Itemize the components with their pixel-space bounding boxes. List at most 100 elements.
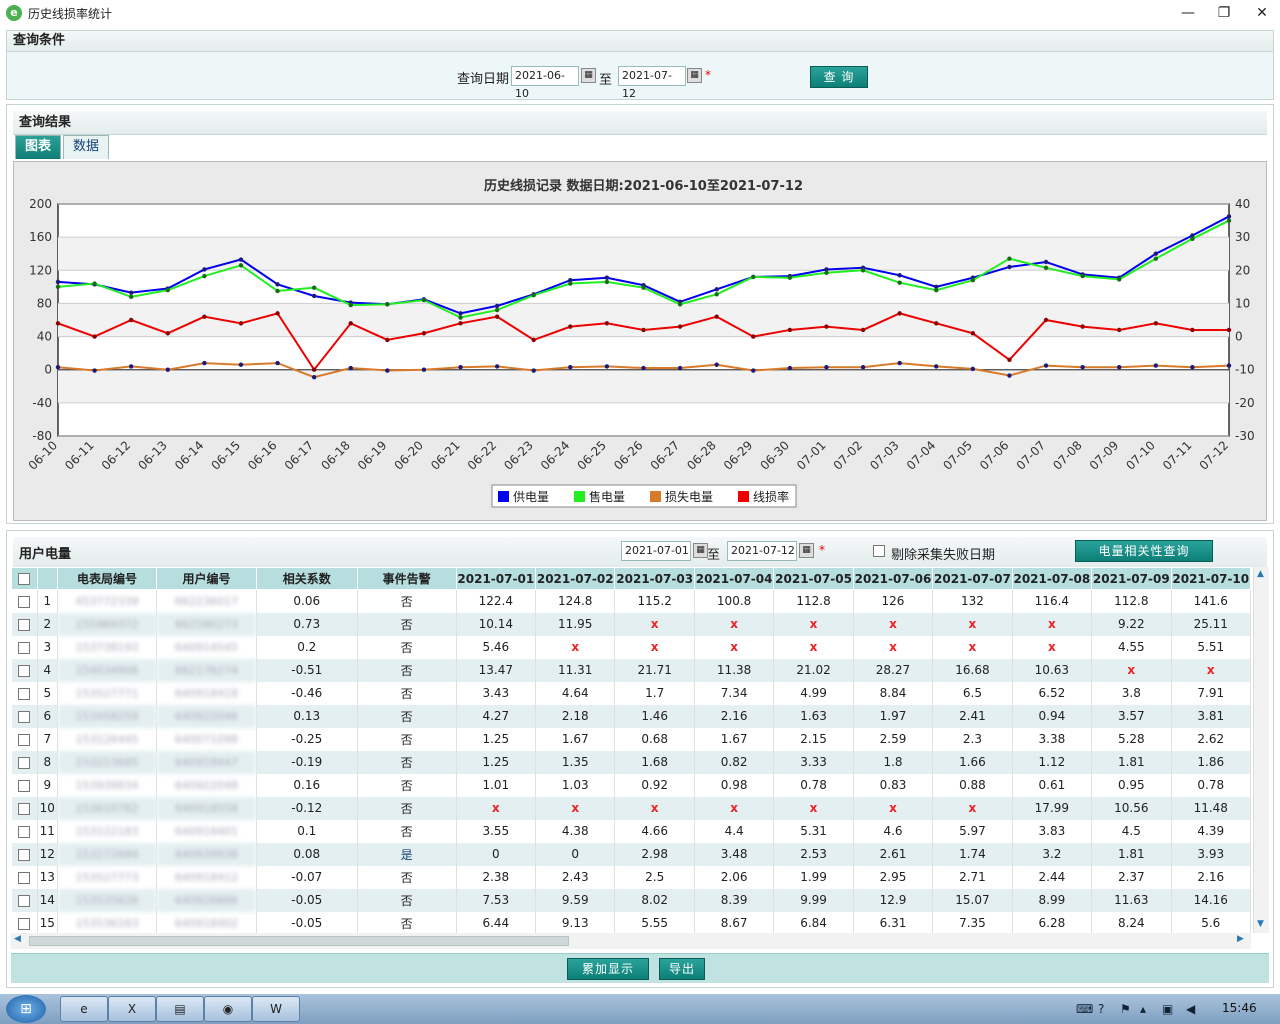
row-checkbox-cell[interactable] [11, 658, 38, 682]
row-checkbox[interactable] [18, 687, 31, 700]
row-checkbox[interactable] [18, 848, 31, 861]
close-button[interactable]: ✕ [1256, 5, 1268, 21]
table-row[interactable]: 10 153610762 640918558 -0.12 否 x x x x x x x 17.99 10… [11, 796, 1251, 820]
query-end-date[interactable]: 2021-07-12 [618, 66, 686, 100]
row-checkbox[interactable] [18, 710, 31, 723]
column-header[interactable]: 事件告警 [356, 567, 457, 590]
scroll-up-icon[interactable]: ▲ [1257, 569, 1264, 579]
row-checkbox-cell[interactable] [11, 819, 38, 843]
row-checkbox-cell[interactable] [11, 842, 38, 866]
scroll-down-icon[interactable]: ▼ [1257, 919, 1264, 929]
row-checkbox-cell[interactable] [11, 911, 38, 933]
row-checkbox[interactable] [18, 779, 31, 792]
export-button[interactable]: 导出 [659, 958, 705, 980]
tray-expand-icon[interactable]: ▴ [1140, 1002, 1147, 1016]
vertical-scrollbar[interactable]: ▲ ▼ [1253, 567, 1269, 933]
row-checkbox-cell[interactable] [11, 681, 38, 705]
folder-icon[interactable]: ▤ [156, 996, 204, 1022]
column-header[interactable]: 电表局编号 [56, 567, 158, 590]
calendar-icon[interactable]: ▦ [693, 543, 708, 558]
column-header[interactable]: 2021-07-02 [535, 567, 616, 590]
row-checkbox-cell[interactable] [11, 888, 38, 912]
ie-icon[interactable]: e [60, 996, 108, 1022]
tab-data[interactable]: 数据 [63, 135, 109, 159]
table-row[interactable]: 1 453772339 662236017 0.06 否 122.4 124.8 115.2 1… [11, 589, 1251, 613]
select-all-checkbox[interactable] [18, 573, 31, 585]
chrome-icon[interactable]: ◉ [204, 996, 252, 1022]
row-checkbox[interactable] [18, 894, 31, 907]
table-row[interactable]: 8 153213685 640919447 -0.19 否 1.25 1.35 1.68 0.8… [11, 750, 1251, 774]
word-icon[interactable]: W [252, 996, 300, 1022]
volume-icon[interactable]: ◀ [1186, 1002, 1196, 1016]
table-row[interactable]: 4 154034906 662176274 -0.51 否 13.47 11.31 21.71… [11, 658, 1251, 682]
keyboard-icon[interactable]: ⌨ [1076, 1002, 1094, 1016]
table-row[interactable]: 9 153939834 640922048 0.16 否 1.01 1.03 0.92 0.98… [11, 773, 1251, 797]
table-row[interactable]: 12 153272684 640939938 0.08 是 0 0 2.98 3.48 2.53 2… [11, 842, 1251, 866]
row-checkbox-cell[interactable] [11, 589, 38, 613]
horizontal-scroll-thumb[interactable] [29, 936, 569, 946]
column-header[interactable]: 2021-07-04 [693, 567, 775, 590]
table-row[interactable]: 6 153458259 640922046 0.13 否 4.27 2.18 1.46 2.16… [11, 704, 1251, 728]
usage-start-date[interactable]: 2021-07-01 [621, 541, 691, 561]
row-checkbox-cell[interactable] [11, 704, 38, 728]
accumulate-button[interactable]: 累加显示 [567, 958, 649, 980]
minimize-button[interactable]: — [1181, 5, 1195, 21]
query-button[interactable]: 查 询 [810, 66, 868, 88]
row-checkbox[interactable] [18, 664, 31, 677]
column-header[interactable]: 2021-07-07 [932, 567, 1013, 590]
row-checkbox[interactable] [18, 756, 31, 769]
table-row[interactable]: 15 153536183 640918402 -0.05 否 6.44 9.13 5.55 8.… [11, 911, 1251, 933]
row-checkbox-cell[interactable] [11, 612, 38, 636]
row-checkbox[interactable] [18, 917, 31, 930]
scroll-left-icon[interactable]: ◀ [14, 934, 21, 944]
horizontal-scrollbar[interactable]: ◀ ▶ [11, 933, 1251, 949]
flag-icon[interactable]: ⚑ [1120, 1002, 1131, 1016]
table-row[interactable]: 11 153122183 640918401 0.1 否 3.55 4.38 4.66 4.4 5… [11, 819, 1251, 843]
network-icon[interactable]: ▣ [1162, 1002, 1174, 1016]
query-start-date[interactable]: 2021-06-10 [511, 66, 579, 100]
row-checkbox-cell[interactable] [11, 865, 38, 889]
column-header[interactable]: 2021-07-06 [852, 567, 934, 590]
correlation-query-button[interactable]: 电量相关性查询 [1075, 540, 1213, 562]
column-header[interactable]: 用户编号 [156, 567, 257, 590]
column-header[interactable]: 相关系数 [255, 567, 358, 590]
row-checkbox[interactable] [18, 641, 31, 654]
table-row[interactable]: 2 155969372 662580273 0.73 否 10.14 11.95 x x x x x x… [11, 612, 1251, 636]
column-header[interactable]: 2021-07-08 [1011, 567, 1093, 590]
row-checkbox-cell[interactable] [11, 727, 38, 751]
column-header[interactable]: 2021-07-10 [1170, 567, 1251, 590]
column-header[interactable]: 2021-07-01 [455, 567, 537, 590]
row-checkbox-cell[interactable] [11, 750, 38, 774]
excel-icon[interactable]: X [108, 996, 156, 1022]
maximize-button[interactable]: ❐ [1217, 5, 1231, 21]
table-row[interactable]: 3 153738193 640914545 0.2 否 5.46 x x x x x x x 4.55 5.… [11, 635, 1251, 659]
table-row[interactable]: 14 153535626 640926666 -0.05 否 7.53 9.59 8.02 8.… [11, 888, 1251, 912]
value-cell: 0.94 [1012, 704, 1093, 728]
row-checkbox-cell[interactable] [11, 635, 38, 659]
row-checkbox[interactable] [18, 618, 31, 631]
help-icon[interactable]: ? [1098, 1002, 1105, 1016]
row-checkbox-cell[interactable] [11, 796, 38, 820]
row-checkbox[interactable] [18, 733, 31, 746]
start-button[interactable]: ⊞ [6, 995, 46, 1023]
table-row[interactable]: 13 153527773 640918412 -0.07 否 2.38 2.43 2.5 2.0… [11, 865, 1251, 889]
calendar-icon[interactable]: ▦ [581, 68, 596, 83]
column-header[interactable]: 2021-07-09 [1091, 567, 1172, 590]
row-checkbox[interactable] [18, 871, 31, 884]
x-tick-label: 07-03 [867, 438, 902, 473]
exclude-failed-checkbox[interactable] [873, 545, 885, 557]
select-all-header[interactable] [11, 567, 38, 590]
row-checkbox-cell[interactable] [11, 773, 38, 797]
calendar-icon[interactable]: ▦ [687, 68, 702, 83]
usage-end-date[interactable]: 2021-07-12 [727, 541, 797, 561]
table-row[interactable]: 5 153527771 640918418 -0.46 否 3.43 4.64 1.7 7.34… [11, 681, 1251, 705]
calendar-icon[interactable]: ▦ [799, 543, 814, 558]
column-header[interactable]: 2021-07-05 [773, 567, 854, 590]
row-checkbox[interactable] [18, 802, 31, 815]
row-checkbox[interactable] [18, 825, 31, 838]
scroll-right-icon[interactable]: ▶ [1237, 934, 1244, 944]
table-row[interactable]: 7 153126445 640071098 -0.25 否 1.25 1.67 0.68 1.6… [11, 727, 1251, 751]
column-header[interactable]: 2021-07-03 [614, 567, 695, 590]
tab-chart[interactable]: 图表 [15, 135, 61, 159]
row-checkbox[interactable] [18, 595, 31, 608]
